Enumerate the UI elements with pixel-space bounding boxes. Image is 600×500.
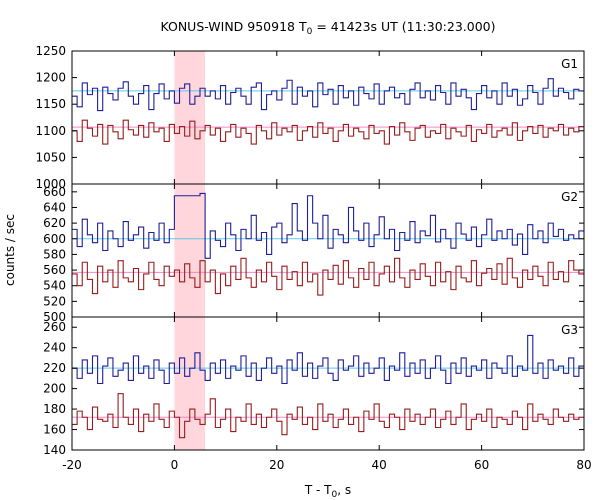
panel-g1: G1 1250 1200 1150 1100 1050 1000 <box>35 44 585 191</box>
y-axis-label: counts / sec <box>3 214 17 286</box>
y-tick-label: 640 <box>43 200 66 214</box>
series-low-line <box>72 257 584 296</box>
panel-label: G1 <box>561 57 578 71</box>
series-high-line <box>72 192 584 259</box>
y-tick-label: 1250 <box>35 44 66 58</box>
x-tick-label: 60 <box>474 458 489 472</box>
x-tick-label: 80 <box>576 458 591 472</box>
y-tick-label: 160 <box>43 423 66 437</box>
x-tick-label: 0 <box>171 458 179 472</box>
y-tick-label: 1150 <box>35 97 66 111</box>
y-tick-label: 1100 <box>35 124 66 138</box>
x-tick-label: 40 <box>372 458 387 472</box>
panel-label: G2 <box>561 190 578 204</box>
x-tick-label: -20 <box>62 458 82 472</box>
series-low-line <box>72 393 584 439</box>
chart-title: KONUS-WIND 950918 T0 = 41423s UT (11:30:… <box>160 19 495 37</box>
highlight-region <box>174 51 206 184</box>
y-tick-label: 1200 <box>35 71 66 85</box>
x-tick-label: 20 <box>269 458 284 472</box>
panel-g3: G3 260 240 220 200 180 160 140 <box>43 316 585 457</box>
y-tick-label: 220 <box>43 361 66 375</box>
plot-area: G1125012001150110010501000G2660640620600… <box>35 44 591 472</box>
series-high-line <box>72 334 584 385</box>
y-tick-label: 260 <box>43 320 66 334</box>
y-tick-label: 240 <box>43 341 66 355</box>
series-high-line <box>72 78 584 112</box>
y-tick-label: 1050 <box>35 150 66 164</box>
y-tick-label: 520 <box>43 294 66 308</box>
y-tick-label: 1000 <box>35 177 66 191</box>
highlight-region <box>174 184 206 317</box>
y-tick-label: 560 <box>43 263 66 277</box>
y-tick-label: 140 <box>43 443 66 457</box>
panel-frame <box>71 183 585 318</box>
y-tick-label: 660 <box>43 185 66 199</box>
series-low-line <box>72 119 584 145</box>
y-tick-label: 180 <box>43 402 66 416</box>
y-tick-label: 540 <box>43 279 66 293</box>
panel-frame <box>71 50 585 185</box>
y-tick-label: 500 <box>43 310 66 324</box>
y-tick-label: 200 <box>43 382 66 396</box>
y-tick-label: 580 <box>43 247 66 261</box>
panel-label: G3 <box>561 323 578 337</box>
y-tick-label: 600 <box>43 232 66 246</box>
panel-frame <box>71 316 585 451</box>
y-tick-label: 620 <box>43 216 66 230</box>
x-axis-label: T - T0, s <box>304 483 351 500</box>
